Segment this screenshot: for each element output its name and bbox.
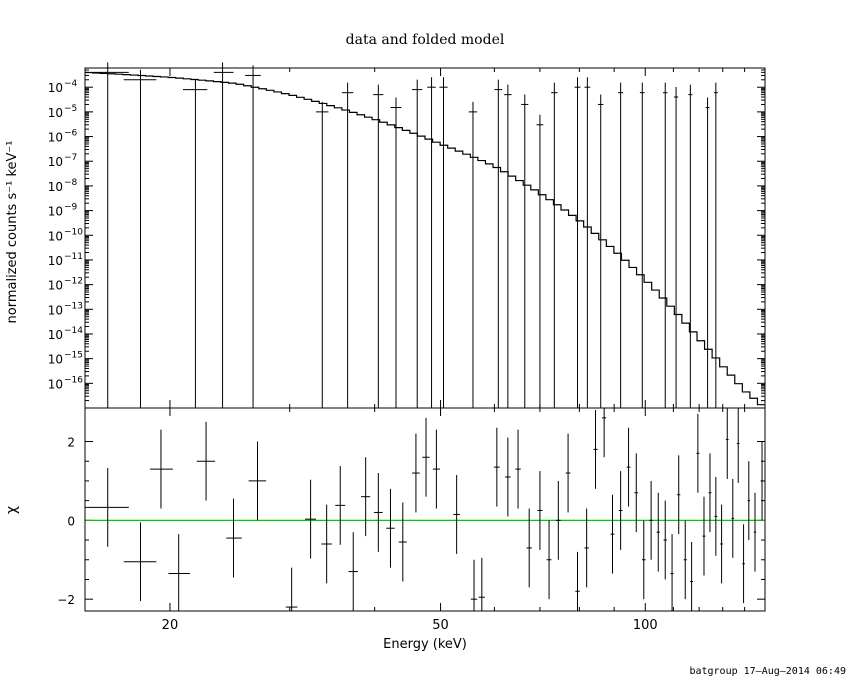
data-points-series	[85, 62, 718, 408]
ytick-label-exponent: −9	[64, 203, 78, 213]
xtick-label: 20	[162, 618, 179, 633]
ytick-label-exponent: −11	[64, 252, 83, 262]
ytick-label: 10	[48, 254, 63, 268]
folded-model-series	[85, 71, 765, 406]
ytick-label: 2	[67, 436, 75, 450]
ytick-label: 10	[48, 131, 63, 145]
residual-points-series	[85, 408, 764, 611]
ytick-label: 10	[48, 328, 63, 342]
chart-title: data and folded model	[346, 32, 505, 48]
bottom-panel-tick-labels: −2 0 2 20 50 100	[57, 436, 657, 633]
footer-stamp: batgroup 17–Aug–2014 06:49	[689, 666, 846, 677]
ytick-label: 10	[48, 81, 63, 95]
ytick-label: 10	[48, 303, 63, 317]
ytick-label-exponent: −12	[64, 277, 83, 287]
xtick-label: 50	[432, 618, 449, 633]
ytick-label-exponent: −6	[64, 129, 78, 139]
ytick-label-exponent: −16	[64, 375, 83, 385]
model-step-line	[85, 71, 765, 406]
ytick-label: 10	[48, 180, 63, 194]
ytick-label: 10	[48, 279, 63, 293]
ytick-label: −2	[57, 593, 75, 607]
ytick-label: 10	[48, 229, 63, 243]
ytick-label-exponent: −14	[64, 326, 83, 336]
ytick-label: 10	[48, 155, 63, 169]
ytick-label: 10	[48, 205, 63, 219]
ytick-label-exponent: −15	[64, 351, 83, 361]
ytick-label: 0	[67, 514, 75, 528]
top-panel-ylabel-group: normalized counts s⁻¹ keV⁻¹	[5, 141, 20, 324]
xtick-label: 100	[633, 618, 658, 633]
ytick-label-exponent: −4	[64, 79, 78, 89]
top-panel-ylabel: normalized counts s⁻¹ keV⁻¹	[5, 141, 20, 324]
ytick-label-exponent: −13	[64, 301, 83, 311]
ytick-label-exponent: −8	[64, 178, 78, 188]
bottom-panel: −2 0 2 20 50 100	[57, 408, 766, 633]
bottom-panel-frame	[84, 407, 766, 612]
x-axis-label: Energy (keV)	[383, 637, 467, 652]
ytick-label-exponent: −7	[64, 153, 77, 163]
ytick-label-exponent: −5	[64, 104, 77, 114]
ytick-label: 10	[48, 106, 63, 120]
ytick-label: 10	[48, 353, 63, 367]
bottom-panel-ylabel: χ	[4, 506, 20, 514]
ytick-label-exponent: −10	[64, 227, 83, 237]
ytick-label: 10	[48, 377, 63, 391]
